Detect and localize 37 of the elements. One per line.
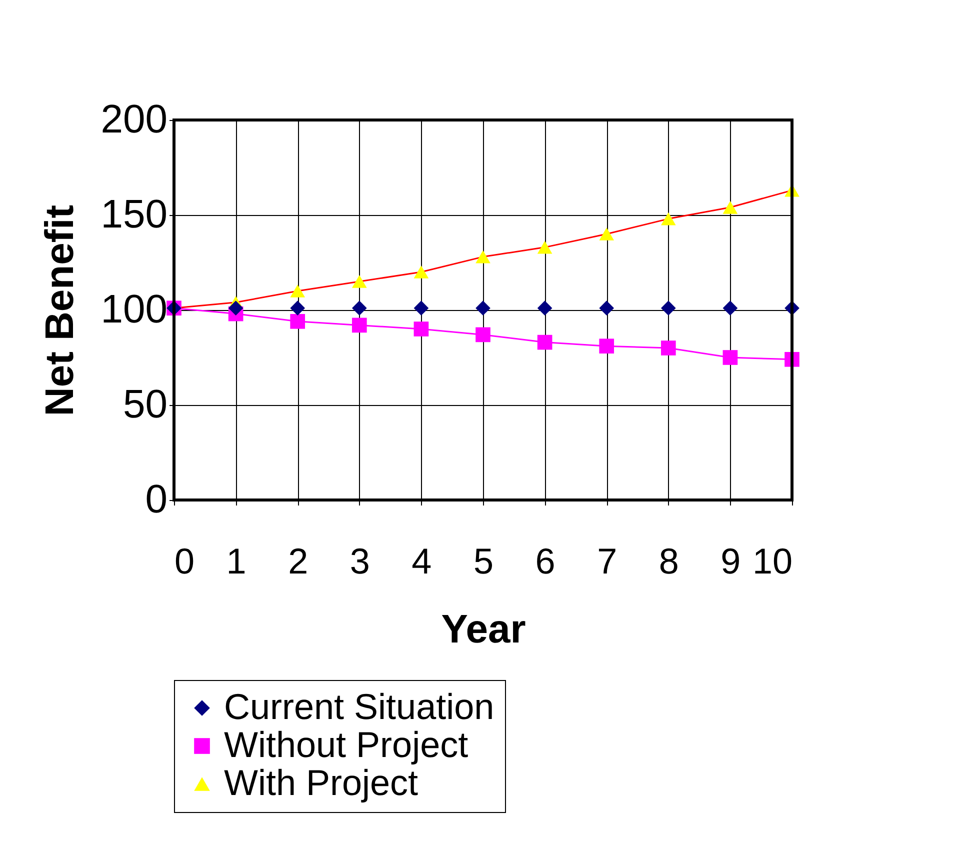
x-tick-label: 0 [174,540,195,582]
x-tick-label: 8 [658,540,679,582]
point [476,300,490,316]
x-tick-label: 1 [226,540,246,582]
point [290,314,306,329]
point [537,300,552,316]
x-tick-label: 5 [473,540,494,582]
y-tick-label: 150 [100,192,168,236]
point [476,327,490,342]
x-tick-label: 2 [288,540,308,582]
y-axis-title: Net Benefit [38,204,82,416]
y-tick-label: 100 [100,288,168,332]
point [290,300,306,316]
x-axis-title: Year [441,608,526,652]
point [228,300,244,316]
point [660,300,676,316]
x-tick-label: 10 [752,540,792,582]
point [414,300,429,316]
point [722,300,738,316]
point [537,334,552,350]
x-tick-label: 7 [597,540,618,582]
point [414,322,429,336]
point [599,300,614,316]
x-tick-label: 9 [720,540,741,582]
legend-label: Current Situation [224,686,494,727]
point [352,318,367,333]
legend-label: Without Project [224,724,468,765]
point [660,340,676,356]
x-tick-label: 6 [535,540,556,582]
x-tick-label: 4 [412,540,432,582]
point [722,350,738,365]
y-tick-label: 0 [145,478,168,522]
point [352,300,367,316]
x-tick-label: 3 [350,540,370,582]
y-tick-label: 50 [123,382,168,426]
point [599,338,614,354]
y-tick-label: 200 [100,98,168,142]
